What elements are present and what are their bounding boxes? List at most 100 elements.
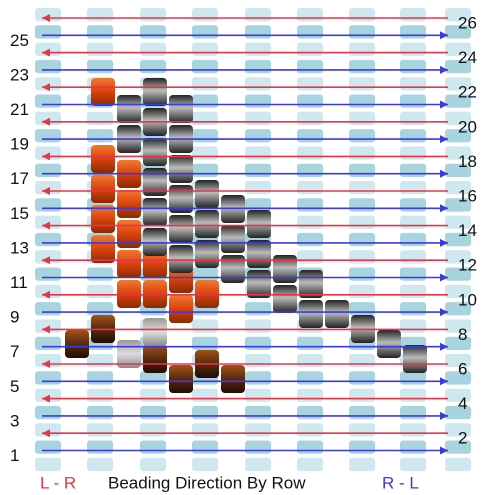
row-label: 4 <box>458 394 467 413</box>
row-label: 13 <box>10 238 29 257</box>
pattern-bead <box>169 245 193 273</box>
bead <box>445 146 471 160</box>
pattern-bead <box>221 255 245 283</box>
pattern-bead <box>143 198 167 226</box>
pattern-bead <box>403 345 427 373</box>
bead <box>140 440 166 454</box>
bead <box>400 388 426 402</box>
row-label: 21 <box>10 100 29 119</box>
bead <box>400 146 426 160</box>
bead <box>35 129 61 143</box>
bead <box>349 267 375 281</box>
bead <box>400 163 426 177</box>
bead <box>192 59 218 74</box>
arrow-head <box>42 290 50 299</box>
arrow-head <box>440 308 448 317</box>
arrow-head <box>42 14 50 22</box>
arrow-head <box>42 325 50 334</box>
row-arrows <box>42 14 448 455</box>
pattern-bead <box>195 240 219 268</box>
bead <box>35 59 61 74</box>
pattern-bead <box>247 270 271 298</box>
bead <box>297 111 323 126</box>
pattern-beads <box>65 78 427 393</box>
bead <box>297 371 323 385</box>
bead <box>297 232 323 247</box>
bead <box>297 250 323 264</box>
bead <box>87 405 113 420</box>
bead <box>192 336 218 350</box>
bead <box>245 77 271 91</box>
pattern-bead <box>247 240 271 268</box>
arrow-head <box>440 273 448 282</box>
bead <box>35 267 61 281</box>
row-label: 24 <box>458 48 477 67</box>
row-label: 10 <box>458 290 477 309</box>
arrow-head <box>42 48 50 57</box>
row-label: 11 <box>10 273 28 292</box>
bead <box>192 388 218 402</box>
bead <box>245 129 271 143</box>
pattern-bead <box>169 215 193 243</box>
row-label: 6 <box>458 359 467 378</box>
bead <box>192 94 218 108</box>
bead <box>245 423 271 437</box>
arrow-head <box>42 117 50 126</box>
bead <box>445 405 471 420</box>
bead <box>87 457 113 472</box>
bead <box>35 163 61 177</box>
bead <box>192 146 218 160</box>
bead <box>400 423 426 437</box>
bead <box>445 336 471 350</box>
arrow-head <box>42 394 50 403</box>
row-label: 3 <box>10 411 19 430</box>
bead <box>35 371 61 385</box>
bead <box>245 198 271 212</box>
bead <box>297 8 323 22</box>
bead <box>400 267 426 281</box>
bead <box>349 388 375 402</box>
bead <box>245 388 271 402</box>
bead <box>445 215 471 229</box>
bead <box>245 405 271 420</box>
row-label: 7 <box>10 342 19 361</box>
bead <box>349 198 375 212</box>
pattern-bead <box>169 295 193 323</box>
bead <box>445 129 471 143</box>
pattern-bead <box>143 250 167 278</box>
bead <box>297 42 323 56</box>
arrow-head <box>440 238 448 247</box>
arrow-head <box>440 31 448 40</box>
bead <box>297 440 323 454</box>
bead <box>87 25 113 39</box>
bead <box>349 181 375 195</box>
bead <box>400 59 426 74</box>
bead <box>245 336 271 350</box>
row-labels: 1234567891011121314151617181920212223242… <box>10 13 477 465</box>
bead <box>297 181 323 195</box>
bead <box>349 25 375 39</box>
arrow-head <box>42 187 50 195</box>
pattern-bead <box>221 225 245 253</box>
bead <box>400 198 426 212</box>
bead <box>87 371 113 385</box>
bead <box>400 94 426 108</box>
pattern-bead <box>299 300 323 328</box>
pattern-bead <box>91 175 115 203</box>
pattern-bead <box>273 255 297 283</box>
bead <box>400 77 426 91</box>
row-label: 20 <box>458 117 477 136</box>
bead <box>349 77 375 91</box>
arrow-head <box>440 135 448 144</box>
pattern-bead <box>91 145 115 173</box>
row-label: 16 <box>458 186 477 205</box>
bead <box>445 371 471 385</box>
pattern-bead <box>195 210 219 238</box>
arrow-head <box>440 100 448 109</box>
row-label: 19 <box>10 135 29 154</box>
bead <box>349 94 375 108</box>
bead <box>245 181 271 195</box>
pattern-bead <box>143 345 167 373</box>
bead <box>400 440 426 454</box>
